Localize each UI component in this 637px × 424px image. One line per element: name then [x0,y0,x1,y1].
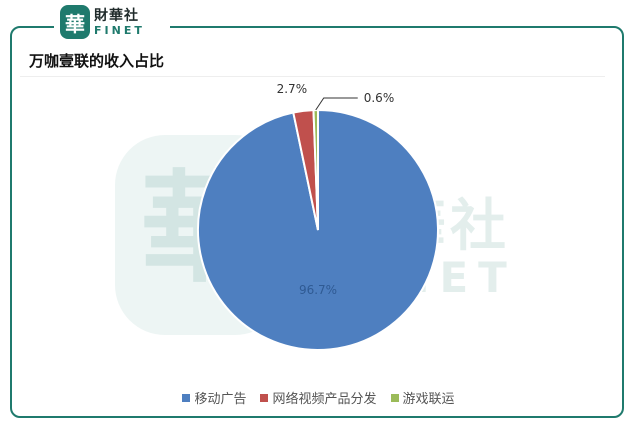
brand-name-en: FINET [94,23,145,37]
legend-label-video-distribution: 网络视频产品分发 [272,392,377,407]
legend-item-game-operation: 游戏联运 [390,388,455,407]
legend-item-video-distribution: 网络视频产品分发 [260,388,377,407]
brand-text: 財華社 FINET [94,9,145,36]
data-label-video-distribution: 2.7% [277,82,308,96]
legend-swatch-video-distribution [260,393,269,402]
title-divider [20,76,605,77]
leader-line-game-operation [315,97,358,111]
chart-title: 万咖壹联的收入占比 [29,52,165,70]
legend-item-mobile-ads: 移动广告 [182,388,246,407]
brand-logo: 華 財華社 FINET [54,2,170,42]
data-label-game-operation: 0.6% [364,91,395,105]
legend: 移动广告 网络视频产品分发 游戏联运 [0,388,637,407]
legend-swatch-game-operation [390,393,399,402]
legend-label-game-operation: 游戏联运 [402,392,455,407]
brand-name-cn: 財華社 [94,7,139,24]
data-label-mobile-ads: 96.7% [299,283,337,297]
brand-seal-icon: 華 [60,5,90,39]
legend-label-mobile-ads: 移动广告 [194,392,247,407]
legend-swatch-mobile-ads [182,393,191,402]
